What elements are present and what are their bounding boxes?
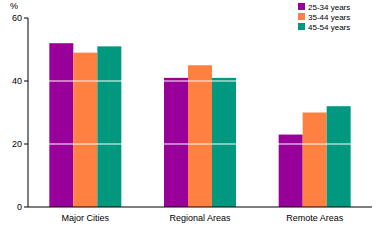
legend-swatch <box>298 23 305 30</box>
grid-line <box>28 81 372 82</box>
category-label: Remote Areas <box>286 213 344 223</box>
bar <box>327 106 351 207</box>
bar <box>73 53 97 207</box>
legend-label: 35-44 years <box>308 13 350 22</box>
y-label: % <box>10 1 18 11</box>
legend-swatch <box>298 3 305 10</box>
bar <box>164 78 188 207</box>
tick-label: 60 <box>12 13 22 23</box>
y-axis <box>28 18 29 207</box>
tick-label: 0 <box>17 202 22 212</box>
category-label: Regional Areas <box>169 213 231 223</box>
tick <box>24 81 28 82</box>
bar <box>188 65 212 207</box>
grid-line <box>28 144 372 145</box>
legend-label: 25-34 years <box>308 3 350 12</box>
x-axis <box>28 207 372 208</box>
chart: % 0 20 40 60 Major Cities Regional Areas Remote… <box>0 0 378 227</box>
category-label: Major Cities <box>62 213 110 223</box>
bar <box>49 43 73 207</box>
bar <box>303 113 327 208</box>
bar <box>279 135 303 207</box>
tick <box>24 144 28 145</box>
legend-label: 45-54 years <box>308 23 350 32</box>
tick <box>24 18 28 19</box>
legend-swatch <box>298 13 305 20</box>
tick-label: 20 <box>12 139 22 149</box>
tick <box>24 207 28 208</box>
bar <box>212 78 236 207</box>
tick-label: 40 <box>12 76 22 86</box>
legend: 25-34 years35-44 years45-54 years <box>298 3 350 32</box>
bars <box>49 43 350 207</box>
bar <box>97 46 121 207</box>
